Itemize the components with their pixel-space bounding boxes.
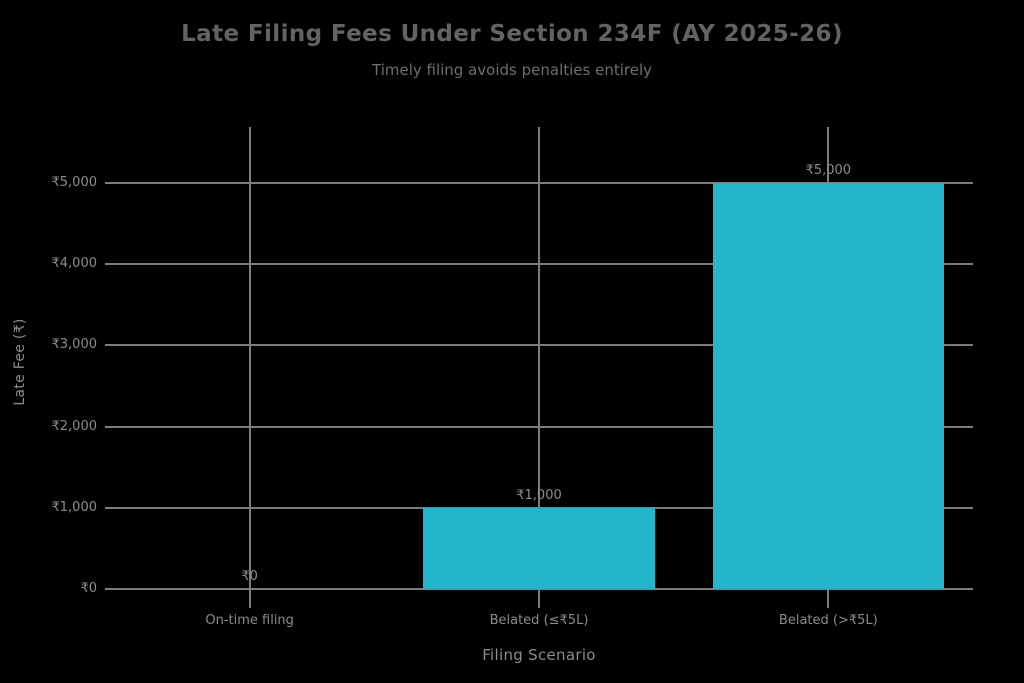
y-tick-label: ₹4,000 <box>51 256 98 272</box>
bar-data-label: ₹1,000 <box>516 487 562 503</box>
chart-title: Late Filing Fees Under Section 234F (AY … <box>181 21 843 47</box>
bar <box>712 183 945 589</box>
gridline-v <box>248 127 251 608</box>
x-axis-title: Filing Scenario <box>482 646 596 664</box>
x-tick-label: Belated (≤₹5L) <box>489 613 589 628</box>
y-axis-title: Late Fee (₹) <box>12 318 28 406</box>
y-tick-label: ₹1,000 <box>51 499 98 515</box>
y-tick-label: ₹3,000 <box>51 337 98 353</box>
chart-subtitle: Timely filing avoids penalties entirely <box>372 61 652 79</box>
y-tick-label: ₹5,000 <box>51 175 98 190</box>
x-tick-label: On-time filing <box>205 613 294 628</box>
x-tick-label: Belated (>₹5L) <box>778 613 878 628</box>
bar <box>423 507 655 589</box>
gridline-v <box>538 127 540 608</box>
bar-data-label: ₹5,000 <box>805 163 852 178</box>
bar-data-label: ₹0 <box>241 569 258 584</box>
y-tick-label: ₹2,000 <box>51 418 98 434</box>
y-tick-label: ₹0 <box>80 581 97 596</box>
